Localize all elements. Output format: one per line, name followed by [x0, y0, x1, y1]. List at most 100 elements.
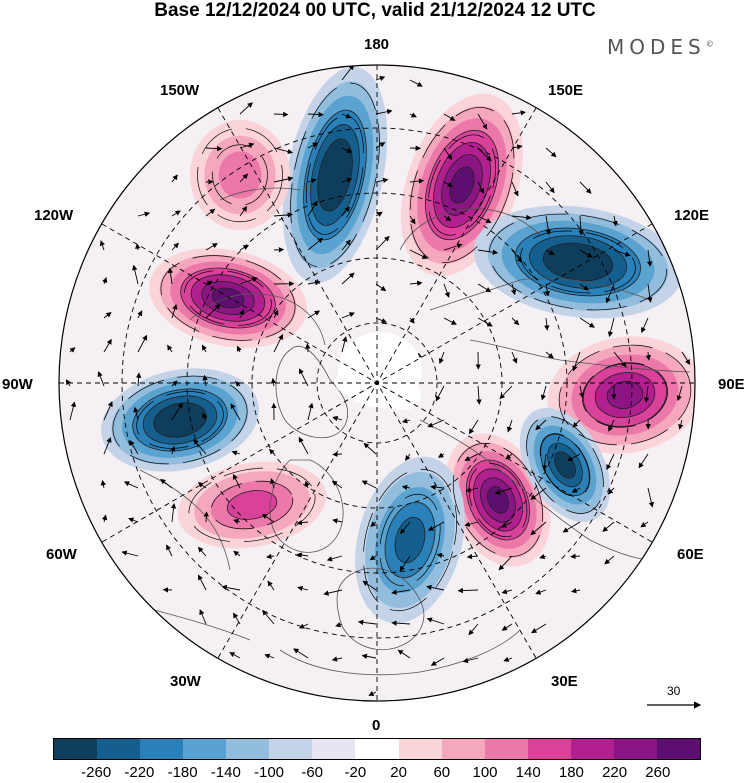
wind-vector — [409, 112, 417, 118]
wind-vector — [170, 503, 177, 523]
wind-vector — [239, 309, 245, 319]
anomaly-alaska-high — [190, 120, 290, 230]
lon-label-90e: 90E — [718, 376, 745, 393]
wind-vector — [545, 351, 554, 359]
wind-vector — [361, 480, 377, 489]
wind-vector — [171, 380, 178, 387]
wind-vector — [234, 381, 241, 387]
graticule — [59, 65, 695, 701]
wind-vector — [103, 401, 113, 421]
wind-vector — [307, 237, 324, 251]
wind-vector — [608, 419, 615, 432]
wind-vector — [397, 649, 411, 659]
wind-vector — [273, 333, 283, 353]
wind-vector — [341, 147, 353, 153]
wind-vector — [375, 75, 386, 82]
colorbar-bin — [269, 739, 313, 759]
wind-vector — [331, 480, 343, 489]
wind-vector — [500, 521, 513, 528]
wind-vector — [233, 550, 241, 557]
wind-vector — [332, 416, 343, 422]
wind-vector — [205, 145, 223, 152]
wind-vector — [477, 181, 484, 194]
wind-vector — [567, 453, 581, 462]
streamline — [428, 134, 496, 236]
wind-vector — [202, 412, 208, 421]
wind-vector — [199, 609, 207, 625]
streamline — [526, 416, 604, 514]
wind-vector — [267, 580, 275, 591]
anomaly-central-asia-low — [519, 408, 611, 522]
wind-vector — [430, 484, 445, 490]
wind-vector — [361, 653, 377, 659]
wind-vector — [401, 484, 411, 491]
wind-vector — [101, 514, 108, 523]
wind-vector — [137, 334, 148, 353]
wind-vector — [606, 453, 615, 471]
wind-vector — [160, 478, 173, 489]
wind-vector — [647, 283, 653, 303]
wind-vector — [540, 385, 547, 401]
colorbar — [53, 738, 701, 760]
wind-vector — [464, 521, 479, 527]
wind-vector — [135, 243, 141, 251]
wind-vector — [607, 317, 615, 338]
wind-vector — [171, 303, 178, 319]
wind-vector — [443, 243, 463, 251]
wind-vector — [375, 211, 383, 217]
wind-vector — [409, 317, 415, 324]
wind-vector — [530, 487, 547, 500]
anomaly-north-america-east-high — [177, 461, 327, 549]
wind-vector — [293, 648, 309, 659]
wind-vector — [202, 374, 208, 387]
streamline — [363, 468, 457, 612]
lon-label-90w: 90W — [2, 376, 33, 393]
wind-vector — [375, 109, 393, 115]
wind-vector — [541, 453, 548, 471]
wind-vector — [539, 553, 547, 560]
wind-vector — [602, 521, 615, 532]
wind-vector — [128, 517, 139, 523]
streamline — [305, 115, 365, 235]
wind-vector — [341, 272, 355, 285]
colorbar-bin — [140, 739, 184, 759]
wind-vector — [230, 403, 241, 421]
wind-vector — [506, 419, 513, 433]
brand-copyright: © — [705, 39, 714, 49]
wind-vector — [133, 406, 139, 421]
streamline — [112, 375, 248, 465]
streamline — [409, 107, 515, 263]
colorbar-tick-label: 140 — [515, 764, 541, 781]
wind-vector — [462, 657, 479, 664]
wind-vector — [262, 609, 275, 625]
wind-vector — [457, 587, 479, 594]
streamline — [136, 391, 224, 449]
wind-vector — [171, 242, 180, 251]
wind-vector — [123, 481, 139, 489]
colorbar-bin — [54, 739, 98, 759]
vector-reference-label: 30 — [667, 684, 681, 698]
wind-vector — [437, 452, 445, 458]
wind-vector — [409, 178, 425, 184]
colorbar-tick-label: 180 — [558, 764, 584, 781]
streamline — [489, 213, 667, 311]
wind-vector — [270, 377, 277, 387]
wind-vector — [296, 552, 309, 558]
wind-vector — [409, 79, 423, 87]
wind-vector — [229, 652, 241, 659]
wind-vector — [468, 623, 479, 636]
lon-label-30w: 30W — [170, 673, 201, 690]
lon-label-120e: 120E — [674, 207, 710, 224]
wind-vector — [357, 619, 377, 626]
wind-vector — [335, 622, 343, 628]
wind-vector — [341, 312, 355, 319]
wind-vector — [545, 147, 557, 158]
wind-vector — [270, 478, 276, 489]
colorbar-tick-label: -100 — [253, 764, 285, 781]
wind-vector — [99, 240, 105, 251]
wind-vector — [641, 317, 649, 334]
lon-label-0: 0 — [372, 717, 381, 734]
wind-vector — [570, 553, 581, 560]
anomaly-hudson-low — [101, 368, 259, 472]
wind-vector — [332, 451, 343, 457]
